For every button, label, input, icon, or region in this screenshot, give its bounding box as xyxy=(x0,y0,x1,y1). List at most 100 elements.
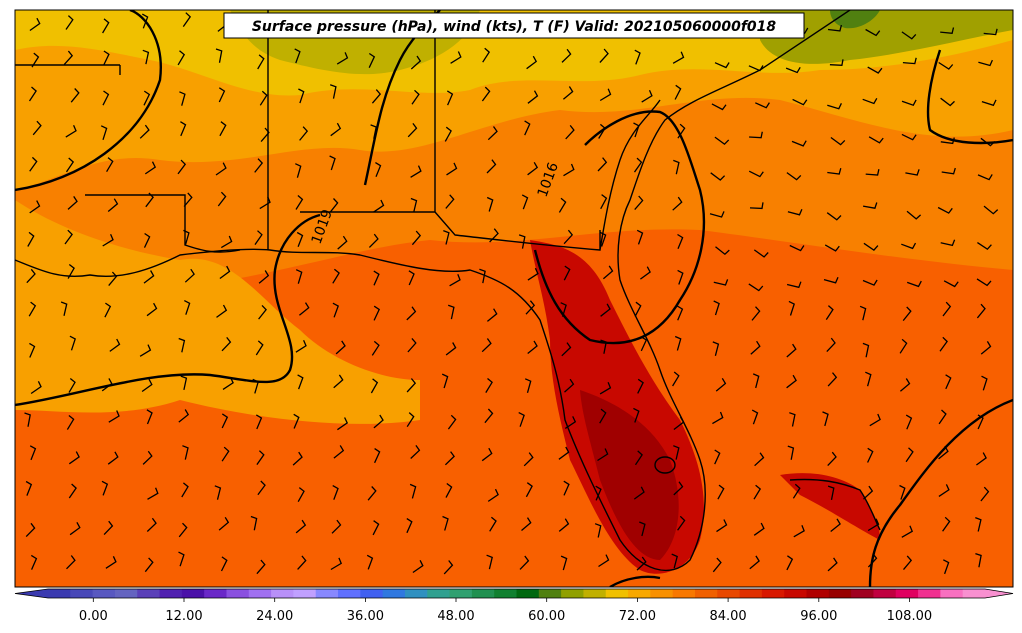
wind-barb xyxy=(178,551,185,567)
wind-barb xyxy=(411,230,422,246)
wind-barb xyxy=(69,335,76,351)
isobar-gulf xyxy=(15,213,321,407)
wind-barb xyxy=(102,90,110,106)
wind-barb xyxy=(25,480,33,496)
map-title: Surface pressure (hPa), wind (kts), T (F… xyxy=(252,19,777,35)
wind-barb xyxy=(65,15,74,30)
wind-barb xyxy=(406,378,417,393)
colorbar-segment xyxy=(650,589,674,598)
wind-barb xyxy=(410,197,418,213)
colorbar-segment xyxy=(315,589,339,598)
wind-barb xyxy=(633,157,643,173)
wind-barb xyxy=(827,557,838,572)
wind-barb xyxy=(411,89,420,105)
wind-barb xyxy=(489,228,499,243)
wind-barb xyxy=(30,554,38,570)
wind-barb xyxy=(827,24,843,32)
wind-barb xyxy=(256,450,265,465)
colorbar-segment xyxy=(605,589,629,598)
wind-barb xyxy=(445,342,457,356)
wind-barb xyxy=(486,308,498,322)
wind-barb xyxy=(751,409,759,425)
wind-barb xyxy=(250,515,258,531)
wind-barb xyxy=(104,302,112,318)
wind-barb xyxy=(443,560,454,575)
wind-barb xyxy=(938,445,949,460)
wind-barb xyxy=(25,522,36,538)
wind-barb xyxy=(220,556,228,572)
wind-barb xyxy=(525,300,536,315)
wind-barb xyxy=(29,17,41,32)
wind-barb xyxy=(258,270,270,284)
wind-barb xyxy=(598,123,606,139)
wind-barb xyxy=(976,303,986,319)
wind-barb xyxy=(28,301,37,317)
title-box: Surface pressure (hPa), wind (kts), T (F… xyxy=(223,12,805,39)
wind-barb xyxy=(789,244,805,252)
wind-barb xyxy=(144,161,157,175)
geography-lines xyxy=(15,10,881,571)
colorbar-segment xyxy=(561,589,585,598)
wind-barb xyxy=(899,338,908,354)
wind-barb xyxy=(560,302,567,317)
wind-barb xyxy=(595,485,602,501)
wind-barb xyxy=(443,229,450,245)
wind-barb xyxy=(792,483,801,499)
wind-barb xyxy=(368,52,376,68)
wind-barb xyxy=(563,480,570,496)
wind-barb xyxy=(329,155,336,171)
wind-barb xyxy=(449,273,461,287)
wind-barb xyxy=(145,192,154,208)
colorbar-extend-low xyxy=(15,589,48,598)
isobar-nw xyxy=(15,10,162,192)
wind-barb xyxy=(299,126,309,141)
wind-barb xyxy=(221,413,229,429)
wind-barb xyxy=(370,378,379,394)
wind-barb xyxy=(637,378,644,394)
wind-barb xyxy=(867,553,878,568)
wind-barb xyxy=(859,305,867,321)
wind-barb xyxy=(527,267,539,281)
wind-barb xyxy=(672,196,683,211)
wind-barb xyxy=(373,270,380,286)
wind-barb xyxy=(518,412,525,427)
wind-barb xyxy=(978,59,993,67)
wind-barb xyxy=(367,486,377,501)
wind-barb xyxy=(181,482,189,498)
wind-barb xyxy=(256,559,266,575)
wind-barb xyxy=(447,304,455,320)
wind-barb xyxy=(109,338,121,352)
wind-barb xyxy=(519,555,530,570)
wind-barb xyxy=(792,98,808,106)
wind-barb xyxy=(673,416,685,431)
wind-barb xyxy=(521,194,529,210)
wind-barb xyxy=(373,199,385,213)
wind-barb xyxy=(599,408,607,424)
wind-barb xyxy=(406,306,417,321)
colorbar xyxy=(14,588,1014,599)
wind-barb xyxy=(671,553,678,569)
wind-barb xyxy=(409,483,417,499)
wind-barb xyxy=(24,412,31,427)
wind-barb xyxy=(29,342,36,358)
colorbar-segment xyxy=(226,589,250,598)
wind-barb xyxy=(444,451,455,466)
wind-barb xyxy=(827,168,842,175)
wind-barb xyxy=(902,306,912,322)
wind-barb xyxy=(105,556,117,569)
wind-barb xyxy=(786,281,802,289)
wind-barb xyxy=(899,484,906,500)
wind-barb xyxy=(598,554,610,568)
colorbar-segment xyxy=(873,589,897,598)
wind-barb xyxy=(862,342,870,358)
wind-barb xyxy=(901,525,914,538)
wind-barb xyxy=(406,412,415,428)
wind-barb xyxy=(785,66,801,74)
wind-barb xyxy=(442,515,449,531)
wind-barb xyxy=(139,124,150,139)
wind-barb xyxy=(597,157,608,172)
wind-barb xyxy=(215,48,223,63)
colorbar-segment xyxy=(48,589,71,598)
wind-barb xyxy=(749,131,763,139)
wind-barb xyxy=(295,519,307,534)
